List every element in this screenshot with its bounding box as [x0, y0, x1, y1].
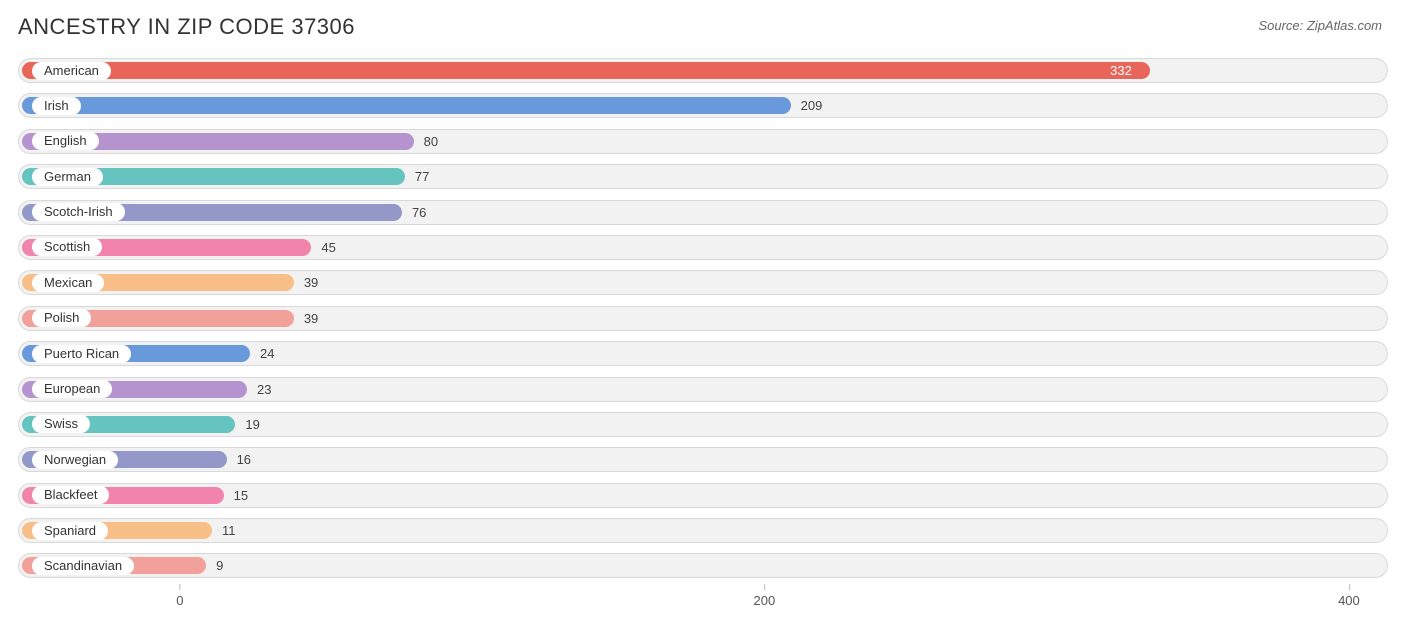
bar-value-label: 80	[424, 133, 438, 150]
tick-mark	[180, 584, 181, 590]
header: ANCESTRY IN ZIP CODE 37306 Source: ZipAt…	[18, 14, 1388, 40]
bar-track	[18, 553, 1388, 578]
bar-label-pill: Irish	[32, 97, 81, 115]
bar-value-label: 39	[304, 274, 318, 291]
bar-row: Norwegian 16	[18, 447, 1388, 472]
bar-label-pill: American	[32, 62, 111, 80]
tick-label: 0	[176, 593, 183, 608]
bar-value-label: 15	[234, 487, 248, 504]
bar-value-label: 16	[237, 451, 251, 468]
bar-value-label: 11	[222, 522, 236, 539]
chart-container: ANCESTRY IN ZIP CODE 37306 Source: ZipAt…	[0, 0, 1406, 644]
bar-label-pill: Spaniard	[32, 522, 108, 540]
bar-label-pill: Swiss	[32, 415, 90, 433]
bar-label-pill: Mexican	[32, 274, 104, 292]
x-axis: 0 200 400	[18, 587, 1388, 617]
x-axis-tick: 200	[754, 587, 776, 608]
bar-value-label: 45	[321, 239, 335, 256]
chart-title: ANCESTRY IN ZIP CODE 37306	[18, 14, 355, 40]
bar-row: Irish 209	[18, 93, 1388, 118]
bar-label-pill: English	[32, 132, 99, 150]
bar-label-pill: Scandinavian	[32, 557, 134, 575]
bar-row: European 23	[18, 377, 1388, 402]
bar-value-label: 332	[1110, 62, 1132, 79]
x-axis-tick: 0	[176, 587, 183, 608]
bar-label-pill: Norwegian	[32, 451, 118, 469]
bar-row: American 332	[18, 58, 1388, 83]
bar-fill	[22, 97, 791, 114]
bar-label-pill: Scottish	[32, 238, 102, 256]
x-axis-tick: 400	[1338, 587, 1360, 608]
bar-value-label: 24	[260, 345, 274, 362]
bar-row: Scandinavian 9	[18, 553, 1388, 578]
bar-label-pill: European	[32, 380, 112, 398]
bar-row: Puerto Rican 24	[18, 341, 1388, 366]
bar-value-label: 77	[415, 168, 429, 185]
bar-row: Polish 39	[18, 306, 1388, 331]
bar-fill	[22, 62, 1150, 79]
bar-row: Mexican 39	[18, 270, 1388, 295]
bar-value-label: 9	[216, 557, 223, 574]
bar-value-label: 23	[257, 381, 271, 398]
bar-label-pill: Scotch-Irish	[32, 203, 125, 221]
bar-label-pill: Polish	[32, 309, 91, 327]
tick-mark	[764, 584, 765, 590]
bar-value-label: 39	[304, 310, 318, 327]
bar-row: Blackfeet 15	[18, 483, 1388, 508]
bar-row: Scotch-Irish 76	[18, 200, 1388, 225]
bar-row: German 77	[18, 164, 1388, 189]
source-attribution: Source: ZipAtlas.com	[1258, 18, 1382, 33]
bar-row: Spaniard 11	[18, 518, 1388, 543]
bar-value-label: 19	[245, 416, 259, 433]
bar-row: English 80	[18, 129, 1388, 154]
tick-mark	[1349, 584, 1350, 590]
bar-row: Scottish 45	[18, 235, 1388, 260]
tick-label: 200	[754, 593, 776, 608]
bar-label-pill: Blackfeet	[32, 486, 109, 504]
bar-value-label: 209	[801, 97, 823, 114]
tick-label: 400	[1338, 593, 1360, 608]
bar-label-pill: German	[32, 168, 103, 186]
chart-area: American 332 Irish 209 English 80 German 77 Scot…	[18, 58, 1388, 578]
bar-row: Swiss 19	[18, 412, 1388, 437]
bar-value-label: 76	[412, 204, 426, 221]
bar-label-pill: Puerto Rican	[32, 345, 131, 363]
